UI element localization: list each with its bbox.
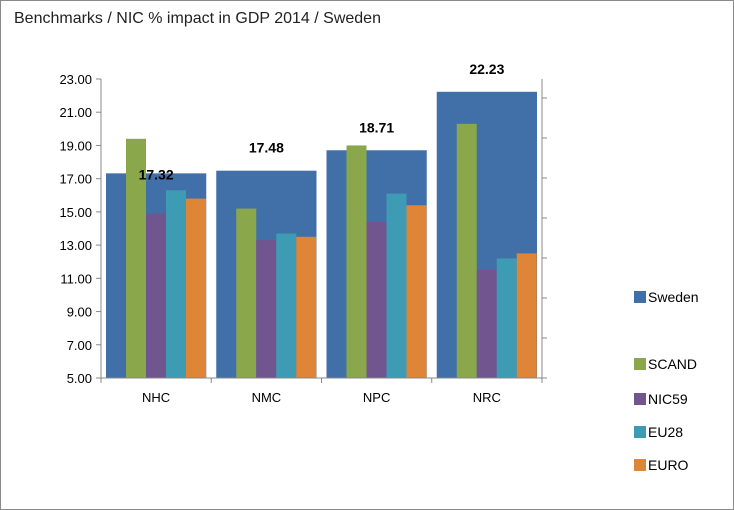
bar-euro-nmc bbox=[296, 236, 317, 378]
data-label: 18.71 bbox=[359, 119, 394, 135]
bar-eu28-nrc bbox=[496, 258, 517, 378]
y-tick-label: 15.00 bbox=[59, 205, 92, 220]
x-tick-label: NRC bbox=[473, 390, 501, 405]
y-tick-label: 9.00 bbox=[67, 305, 92, 320]
bar-scand-npc bbox=[346, 145, 367, 378]
y-tick-label: 19.00 bbox=[59, 138, 92, 153]
y-tick-label: 7.00 bbox=[67, 338, 92, 353]
y-tick-label: 13.00 bbox=[59, 238, 92, 253]
bar-euro-nrc bbox=[516, 253, 537, 378]
legend-label-eu28: EU28 bbox=[648, 424, 683, 440]
legend-label-euro: EURO bbox=[648, 457, 689, 473]
bar-euro-npc bbox=[406, 205, 427, 378]
bar-eu28-npc bbox=[386, 193, 407, 378]
y-tick-label: 17.00 bbox=[59, 172, 92, 187]
x-tick-label: NHC bbox=[142, 390, 170, 405]
legend-label-nic59: NIC59 bbox=[648, 391, 688, 407]
x-tick-label: NPC bbox=[363, 390, 390, 405]
legend-swatch-nic59 bbox=[634, 393, 646, 405]
bar-scand-nmc bbox=[236, 208, 257, 378]
legend-label-sweden: Sweden bbox=[648, 289, 699, 305]
bar-nic59-npc bbox=[366, 221, 387, 378]
y-tick-label: 23.00 bbox=[59, 72, 92, 87]
bar-scand-nrc bbox=[456, 123, 477, 378]
legend-swatch-euro bbox=[634, 459, 646, 471]
bar-nic59-nhc bbox=[146, 213, 166, 378]
legend-swatch-sweden bbox=[634, 291, 646, 303]
y-tick-label: 11.00 bbox=[60, 271, 92, 286]
bar-scand-nhc bbox=[126, 138, 146, 378]
bar-nic59-nrc bbox=[476, 270, 497, 378]
data-label: 17.48 bbox=[249, 140, 284, 156]
legend-label-scand: SCAND bbox=[648, 356, 697, 372]
y-tick-label: 21.00 bbox=[59, 105, 92, 120]
bar-eu28-nhc bbox=[166, 190, 186, 378]
y-tick-label: 5.00 bbox=[67, 371, 92, 386]
chart-title: Benchmarks / NIC % impact in GDP 2014 / … bbox=[14, 10, 381, 27]
x-tick-label: NMC bbox=[252, 390, 282, 405]
data-label: 17.32 bbox=[139, 166, 174, 182]
legend-swatch-eu28 bbox=[634, 426, 646, 438]
data-label: 22.23 bbox=[469, 61, 504, 77]
bar-eu28-nmc bbox=[276, 233, 297, 378]
bar-nic59-nmc bbox=[256, 240, 277, 378]
bar-euro-nhc bbox=[186, 198, 206, 378]
legend-swatch-scand bbox=[634, 358, 646, 370]
